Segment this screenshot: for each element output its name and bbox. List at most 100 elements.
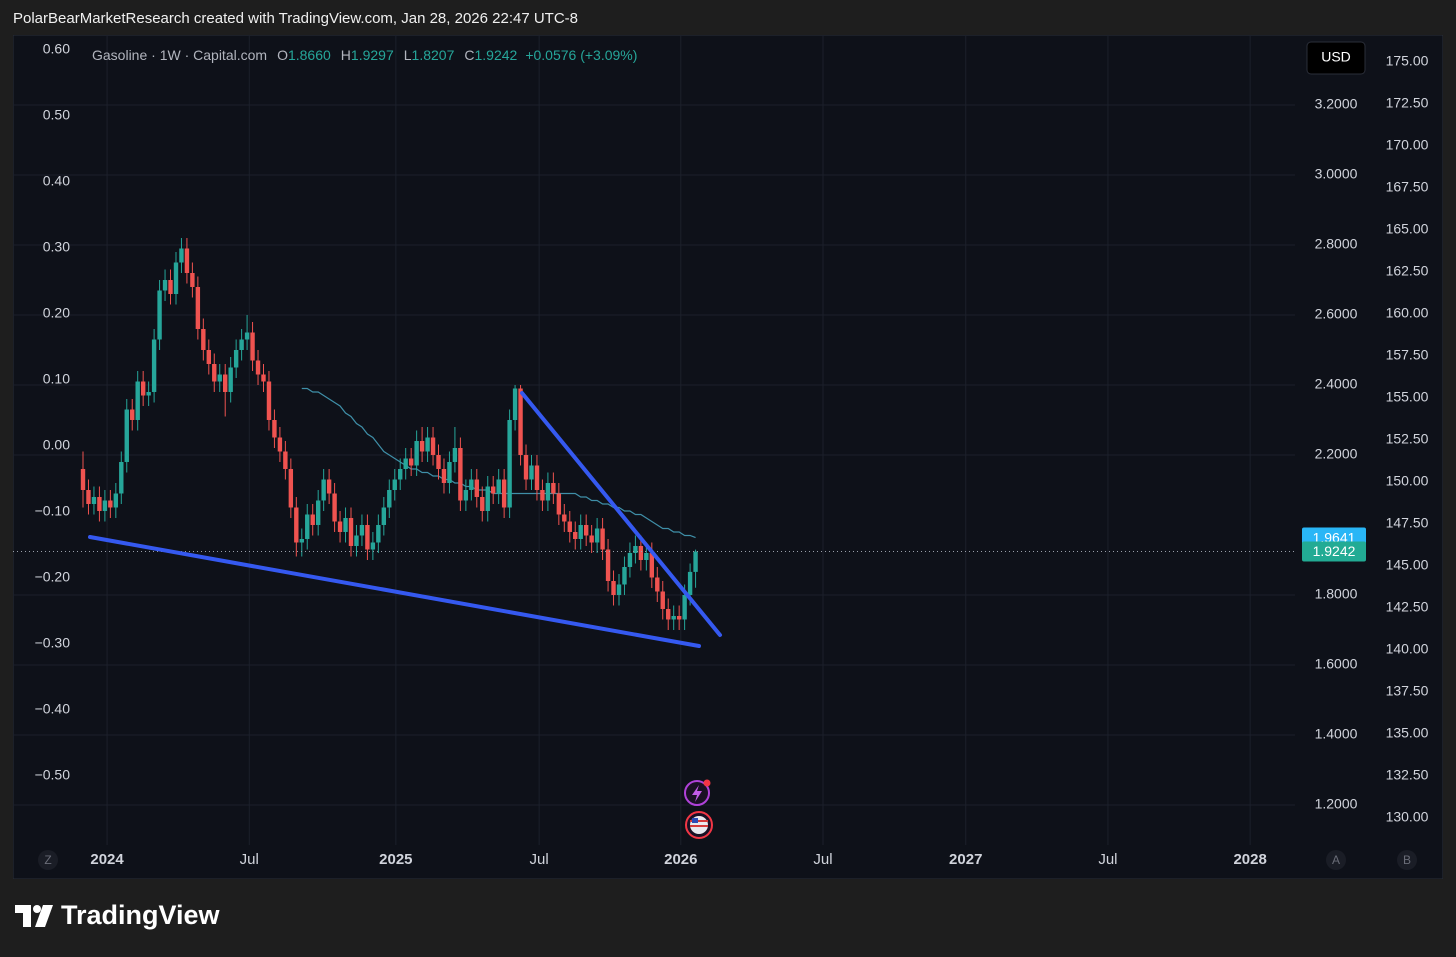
candle-body bbox=[140, 381, 146, 396]
candle-body bbox=[573, 531, 578, 539]
currency-label[interactable]: USD bbox=[1321, 49, 1351, 65]
candle-body bbox=[294, 507, 299, 543]
index-tick-label: 155.00 bbox=[1386, 389, 1429, 405]
candle-body bbox=[562, 514, 567, 522]
candle-body bbox=[365, 524, 370, 550]
legend-key: C bbox=[464, 47, 475, 63]
percent-tick-label: −0.10 bbox=[35, 503, 71, 519]
candle-body bbox=[332, 493, 337, 522]
legend-value: 1.9242 bbox=[474, 47, 518, 63]
candle-body bbox=[622, 566, 627, 585]
index-tick-label: 132.50 bbox=[1386, 767, 1429, 783]
trend-line bbox=[520, 391, 722, 637]
candle-body bbox=[430, 437, 436, 455]
candle-body bbox=[124, 409, 129, 462]
price-tick-label: 1.2000 bbox=[1315, 796, 1358, 812]
candle-body bbox=[168, 279, 173, 294]
index-tick-label: 137.50 bbox=[1386, 683, 1429, 699]
x-tick-label: Jul bbox=[1098, 851, 1117, 868]
candle-body bbox=[387, 489, 392, 508]
candle-body bbox=[119, 461, 124, 494]
index-tick-label: 147.50 bbox=[1386, 515, 1429, 531]
candle-body bbox=[190, 272, 195, 287]
candle-body bbox=[173, 262, 179, 294]
candle-body bbox=[425, 437, 430, 452]
candle-body bbox=[485, 486, 490, 511]
percent-tick-label: 0.60 bbox=[43, 41, 70, 57]
candle-body bbox=[534, 465, 540, 490]
candle-body bbox=[135, 381, 140, 420]
candle-body bbox=[458, 447, 463, 501]
legend-value: 1.9297 bbox=[350, 47, 394, 63]
candle-body bbox=[288, 468, 294, 508]
candle-body bbox=[419, 440, 425, 452]
index-tick-label: 165.00 bbox=[1386, 221, 1429, 237]
candle-body bbox=[633, 545, 638, 553]
percent-tick-label: 0.30 bbox=[43, 239, 70, 255]
candle-body bbox=[589, 535, 594, 543]
attribution: PolarBearMarketResearch created with Tra… bbox=[13, 10, 579, 27]
x-tick-label: Jul bbox=[813, 851, 832, 868]
percent-tick-label: −0.30 bbox=[35, 635, 71, 651]
x-tick-label: 2027 bbox=[949, 851, 982, 868]
candle-body bbox=[414, 440, 419, 466]
percent-tick-label: 0.50 bbox=[43, 107, 70, 123]
price-tick-label: 1.8000 bbox=[1315, 586, 1358, 602]
candle-body bbox=[551, 482, 556, 494]
candle-body bbox=[108, 500, 113, 508]
candle-body bbox=[616, 584, 622, 595]
axis-button-label[interactable]: A bbox=[1332, 853, 1340, 867]
index-tick-label: 167.50 bbox=[1386, 179, 1429, 195]
currency-box[interactable] bbox=[1306, 41, 1366, 75]
candle-body bbox=[266, 381, 272, 420]
axis-button bbox=[1326, 850, 1346, 870]
index-tick-label: 135.00 bbox=[1386, 725, 1429, 741]
candle-body bbox=[644, 552, 649, 560]
percent-tick-label: −0.20 bbox=[35, 569, 71, 585]
candle-body bbox=[195, 286, 201, 329]
candle-body bbox=[310, 514, 315, 525]
candle-body bbox=[206, 349, 212, 364]
x-tick-label: 2028 bbox=[1233, 851, 1266, 868]
candle-body bbox=[86, 489, 91, 504]
price-label: 1.9242 bbox=[1313, 543, 1356, 559]
x-tick-label: Jul bbox=[530, 851, 549, 868]
candle-body bbox=[80, 468, 86, 490]
candle-body bbox=[223, 374, 228, 392]
candle-body bbox=[250, 332, 255, 361]
candle-body bbox=[239, 339, 244, 350]
candle-body bbox=[102, 500, 108, 511]
candle-body bbox=[583, 524, 589, 536]
legend-key: H bbox=[340, 47, 351, 63]
candle-body bbox=[261, 374, 266, 382]
candle-body bbox=[359, 524, 365, 536]
candle-body bbox=[398, 468, 403, 480]
candle-body bbox=[501, 479, 507, 508]
price-tick-label: 3.0000 bbox=[1315, 166, 1358, 182]
percent-tick-label: −0.40 bbox=[35, 701, 71, 717]
axis-button-label[interactable]: Z bbox=[44, 853, 51, 867]
candle-body bbox=[474, 479, 479, 497]
candle-body bbox=[693, 551, 698, 572]
price-tick-label: 2.6000 bbox=[1315, 306, 1358, 322]
index-tick-label: 172.50 bbox=[1386, 95, 1429, 111]
candle-body bbox=[463, 489, 469, 501]
candle-body bbox=[348, 517, 354, 546]
axis-button-label[interactable]: B bbox=[1403, 853, 1411, 867]
candle-body bbox=[496, 479, 501, 494]
candle-body bbox=[217, 374, 222, 382]
percent-tick-label: 0.00 bbox=[43, 437, 70, 453]
legend-change: +0.0576 (+3.09%) bbox=[525, 47, 638, 63]
x-tick-label: 2026 bbox=[664, 851, 697, 868]
candle-body bbox=[381, 507, 387, 525]
index-tick-label: 142.50 bbox=[1386, 599, 1429, 615]
candle-body bbox=[666, 608, 671, 620]
legend-key: O bbox=[277, 47, 288, 63]
x-tick-label: Jul bbox=[240, 851, 259, 868]
percent-tick-label: 0.10 bbox=[43, 371, 70, 387]
candle-body bbox=[627, 552, 633, 567]
index-tick-label: 170.00 bbox=[1386, 137, 1429, 153]
candle-body bbox=[529, 465, 534, 480]
index-tick-label: 152.50 bbox=[1386, 431, 1429, 447]
logo-mark bbox=[15, 904, 53, 927]
